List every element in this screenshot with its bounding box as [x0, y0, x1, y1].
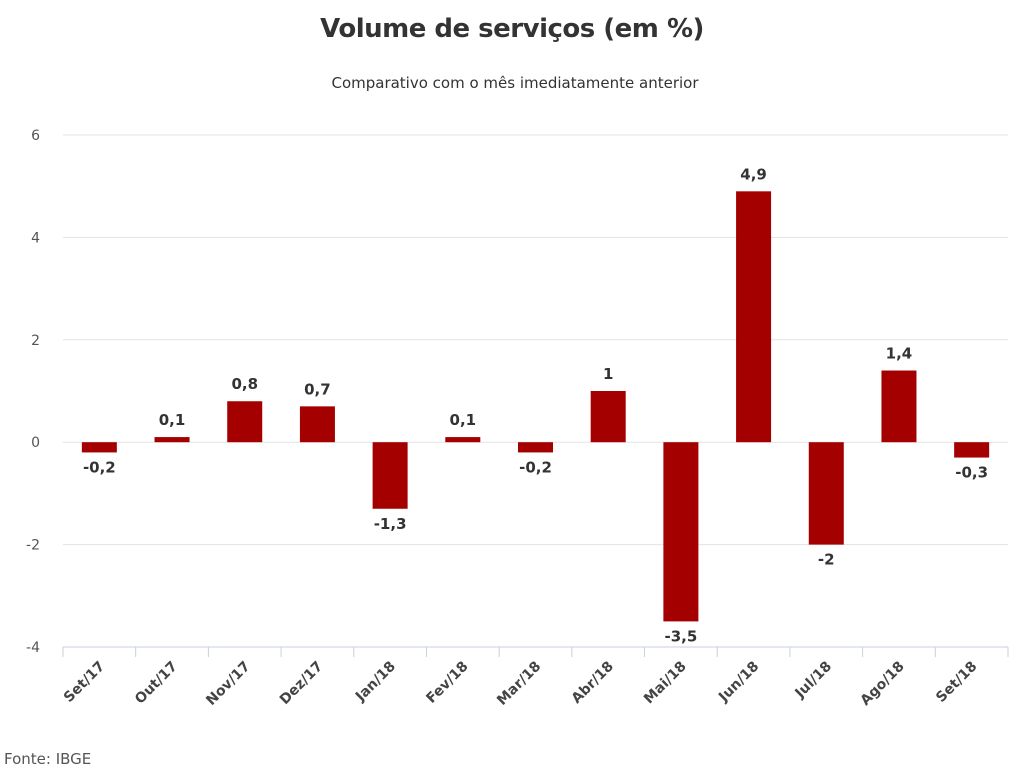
data-label: 1: [603, 365, 613, 383]
x-tick-label: Nov/17: [203, 659, 253, 709]
data-label: -0,3: [955, 464, 988, 482]
x-tick-label: Fev/18: [423, 659, 471, 707]
data-label: 0,8: [231, 375, 258, 393]
bar[interactable]: [663, 442, 699, 622]
x-tick-label: Set/17: [61, 659, 108, 706]
chart-subtitle: Comparativo com o mês imediatamente ante…: [331, 74, 699, 92]
data-labels: -0,2 0,1 0,8 0,7 -1,3 0,1 -0,2 1 -3,5 4,9 -2 1,4 -0,…: [83, 165, 988, 645]
x-tick-label: Jul/18: [792, 659, 836, 703]
x-tick-label: Mai/18: [641, 659, 690, 708]
bar[interactable]: [518, 442, 553, 453]
bar[interactable]: [372, 442, 408, 509]
data-label: -2: [818, 551, 835, 569]
data-label: -0,2: [519, 458, 552, 476]
y-tick-label: 0: [31, 435, 40, 451]
x-axis-ticks: Set/17 Out/17 Nov/17 Dez/17 Jan/18 Fev/18 Mar/…: [61, 659, 981, 709]
bars: [81, 191, 990, 622]
bar[interactable]: [881, 370, 917, 443]
y-tick-label: -4: [26, 640, 40, 656]
x-tick-label: Abr/18: [569, 659, 617, 707]
bar[interactable]: [808, 442, 844, 545]
x-tick-label: Jan/18: [352, 659, 399, 706]
x-tick-label: Set/18: [933, 659, 980, 706]
bar[interactable]: [736, 191, 772, 443]
x-tick-label: Jun/18: [715, 659, 762, 706]
data-label: -0,2: [83, 458, 116, 476]
x-tick-label: Ago/18: [858, 659, 908, 709]
y-tick-label: 4: [31, 230, 40, 246]
data-label: 0,7: [304, 380, 331, 398]
bar[interactable]: [445, 437, 481, 443]
y-axis-ticks: -4 -2 0 2 4 6: [26, 128, 40, 656]
y-tick-label: 6: [31, 128, 40, 144]
data-label: 1,4: [886, 345, 913, 363]
bar[interactable]: [227, 401, 263, 443]
x-tick-label: Out/17: [132, 659, 181, 708]
bar[interactable]: [954, 442, 990, 458]
bar[interactable]: [81, 442, 117, 453]
data-label: 0,1: [159, 411, 186, 429]
y-tick-label: 2: [31, 333, 40, 349]
y-tick-label: -2: [26, 538, 40, 554]
bar[interactable]: [590, 391, 626, 443]
data-label: -1,3: [374, 515, 407, 533]
source-note: Fonte: IBGE: [4, 750, 92, 768]
chart-title: Volume de serviços (em %): [320, 14, 704, 44]
bar[interactable]: [154, 437, 190, 443]
data-label: -3,5: [664, 627, 697, 645]
bar[interactable]: [299, 406, 335, 443]
data-label: 4,9: [740, 165, 767, 183]
x-axis: [62, 646, 1009, 657]
x-tick-label: Dez/17: [277, 659, 326, 708]
data-label: 0,1: [450, 411, 477, 429]
gridlines: [63, 134, 1008, 546]
x-tick-label: Mar/18: [494, 659, 544, 709]
